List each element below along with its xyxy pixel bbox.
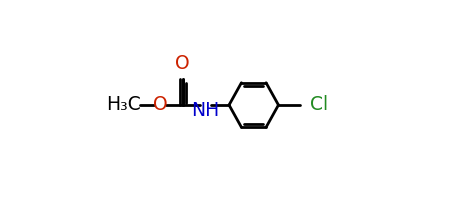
Text: O: O [175,54,190,73]
Text: NH: NH [191,101,220,120]
Text: Cl: Cl [311,96,329,114]
Text: H₃C: H₃C [106,96,141,114]
Text: O: O [153,96,168,114]
